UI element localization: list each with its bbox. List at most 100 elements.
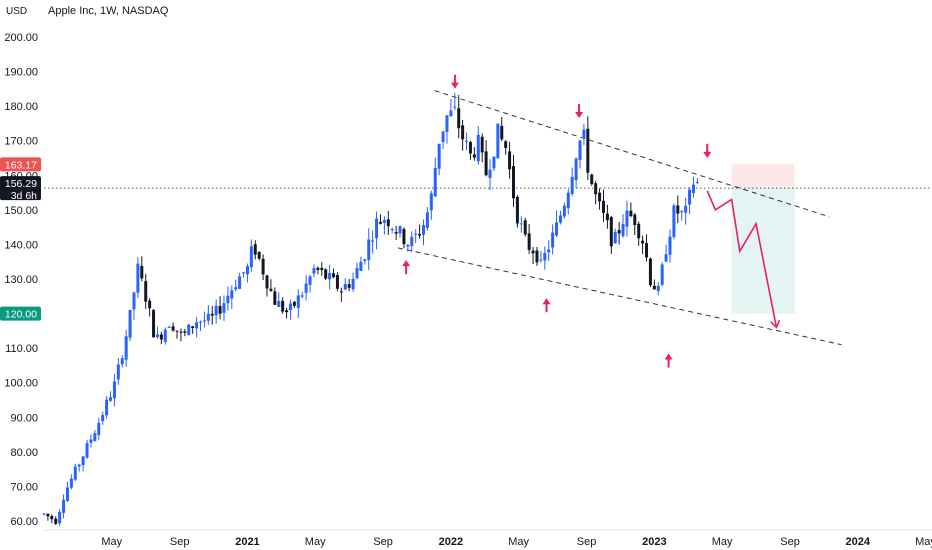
up-arrow-icon[interactable]: [664, 353, 673, 360]
candle-body: [238, 276, 242, 289]
down-arrow-icon[interactable]: [575, 112, 584, 119]
candles: [42, 92, 699, 526]
x-tick-label: 2022: [439, 536, 463, 548]
candle-body: [508, 151, 512, 170]
candle-body: [206, 313, 210, 321]
candle-body: [296, 295, 300, 308]
candle-body: [453, 106, 457, 108]
projection-path[interactable]: [706, 190, 778, 328]
candle-body: [202, 320, 206, 322]
candle-body: [85, 443, 89, 458]
candle-body: [566, 192, 570, 209]
candle-body: [586, 128, 590, 173]
candle-body: [555, 222, 559, 236]
y-tick-label: 70.00: [10, 481, 38, 493]
projection-arrowhead-icon: [770, 319, 781, 329]
position-zones[interactable]: [731, 164, 795, 314]
upper-trendline[interactable]: [434, 90, 830, 218]
y-tick-label: 190.00: [4, 67, 38, 79]
y-tick-label: 180.00: [4, 101, 38, 113]
candle-body: [167, 327, 171, 329]
down-arrow-icon[interactable]: [703, 151, 712, 158]
stop-loss-badge: 163.17: [5, 159, 37, 171]
take-profit-zone[interactable]: [731, 188, 795, 314]
candle-body: [645, 243, 649, 258]
candle-body: [195, 322, 199, 329]
candle-body: [578, 140, 582, 160]
trendlines[interactable]: [44, 90, 932, 346]
candle-body: [539, 259, 543, 261]
candle-body: [109, 397, 113, 401]
candle-body: [163, 329, 167, 342]
lower-trendline[interactable]: [397, 247, 842, 346]
candle-body: [277, 301, 281, 307]
candle-body: [511, 166, 515, 199]
candle-body: [500, 125, 504, 140]
candle-body: [308, 276, 312, 285]
time-axis[interactable]: May Sep 2021 May Sep 2022 May Sep 2023 May Sep 2024…: [44, 529, 932, 548]
y-tick-label: 150.00: [4, 205, 38, 217]
stop-loss-zone[interactable]: [731, 164, 795, 189]
candle-body: [112, 381, 116, 399]
candle-body: [437, 143, 441, 169]
candle-body: [128, 309, 132, 338]
price-axis[interactable]: 60.00 70.00 80.00 90.00 100.00 110.00 120.00 13…: [4, 32, 38, 528]
y-tick-label: 110.00: [5, 343, 38, 355]
candle-body: [187, 324, 191, 336]
up-arrow-icon[interactable]: [402, 260, 411, 267]
candle-body: [418, 233, 422, 236]
annotations[interactable]: [402, 74, 781, 368]
candle-body: [191, 326, 195, 329]
candle-body: [249, 246, 253, 268]
candle-body: [324, 269, 328, 279]
candle-body: [375, 218, 379, 239]
candle-body: [245, 266, 249, 275]
candle-body: [136, 263, 140, 293]
candle-body: [472, 154, 476, 158]
candle-body: [429, 193, 433, 211]
candle-body: [515, 196, 519, 224]
candle-body: [558, 215, 562, 223]
candle-body: [304, 283, 308, 293]
candle-body: [484, 151, 488, 176]
stop-loss-badge-bg: [0, 157, 41, 172]
x-tick-label: Sep: [577, 536, 597, 548]
candle-body: [328, 272, 332, 280]
candle-body: [69, 478, 73, 488]
up-arrow-icon[interactable]: [542, 298, 551, 305]
x-tick-label: Sep: [170, 536, 190, 548]
take-profit-badge-bg: [0, 306, 41, 321]
down-arrow-icon[interactable]: [450, 82, 459, 89]
candle-body: [402, 229, 406, 245]
candle-body: [316, 267, 320, 270]
candle-body: [132, 292, 136, 310]
candle-body: [89, 439, 93, 443]
candle-body: [116, 364, 120, 380]
y-tick-label: 170.00: [4, 136, 38, 148]
candle-body: [222, 303, 226, 313]
candle-body: [62, 499, 66, 513]
candle-body: [155, 334, 159, 338]
candle-body: [613, 231, 617, 244]
candle-body: [148, 300, 152, 309]
candle-body: [480, 136, 484, 153]
x-tick-label: Sep: [780, 536, 800, 548]
candle-body: [445, 115, 449, 132]
candle-body: [688, 189, 692, 205]
chart-title: Apple Inc, 1W, NASDAQ: [48, 5, 169, 17]
candle-body: [144, 281, 148, 302]
candle-body: [378, 221, 382, 224]
candle-body: [288, 303, 292, 311]
candle-body: [124, 336, 128, 360]
candle-body: [183, 331, 187, 333]
candle-body: [97, 422, 101, 435]
candle-body: [425, 212, 429, 228]
last-price-badge: 156.29: [5, 178, 37, 190]
candle-body: [629, 210, 633, 217]
candle-body: [633, 214, 637, 225]
last-price-badge-bg: [0, 176, 41, 201]
y-tick-label: 100.00: [4, 378, 38, 390]
candle-body: [198, 321, 202, 323]
candle-body: [300, 295, 304, 297]
